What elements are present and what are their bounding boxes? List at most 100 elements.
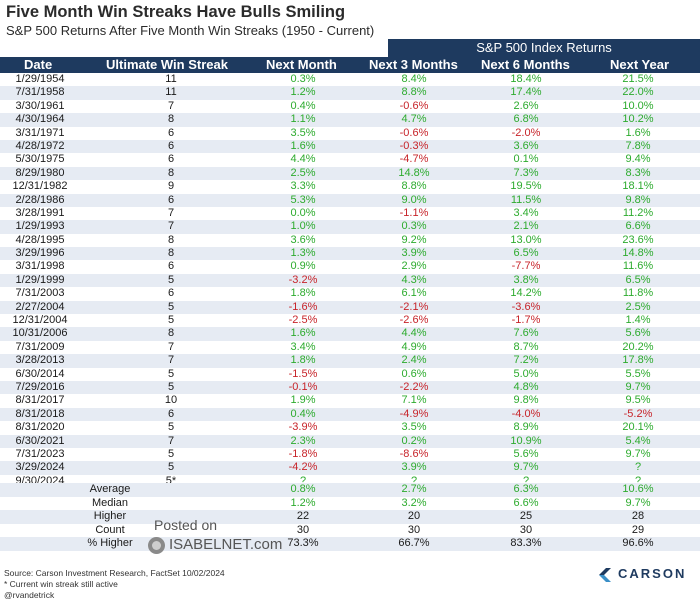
author-handle: @rvandetrick <box>4 590 55 600</box>
cell-next-month: 1.2% <box>290 86 316 99</box>
cell-date: 7/31/2023 <box>15 447 65 460</box>
cell-next-6-months: 7.3% <box>513 166 539 179</box>
watermark-site-name: ISABELNET.com <box>169 536 283 553</box>
cell-date: 3/29/1996 <box>15 247 65 260</box>
cell-next-month: 1.0% <box>290 220 316 233</box>
cell-date: 3/31/1971 <box>15 126 65 139</box>
cell-next-6-months: -4.0% <box>511 407 541 420</box>
cell-date: 7/31/1958 <box>15 86 65 99</box>
cell-date: 8/31/2020 <box>15 421 65 434</box>
cell-next-3-months: 7.1% <box>401 394 427 407</box>
cell-streak: 8 <box>167 166 175 179</box>
cell-next-6-months: 18.4% <box>510 73 542 85</box>
cell-next-month: 0.9% <box>290 260 316 273</box>
cell-next-3-months: 2.4% <box>401 354 427 367</box>
summary-next-6-months: 83.3% <box>510 537 542 550</box>
cell-next-year: 8.3% <box>625 166 651 179</box>
table-row: 8/31/2020 5 -3.9% 3.5% 8.9% 20.1% <box>0 421 700 434</box>
cell-next-year: 20.1% <box>622 421 654 434</box>
cell-next-month: 3.6% <box>290 233 316 246</box>
cell-next-month: -2.5% <box>288 314 318 327</box>
cell-streak: 10 <box>164 394 178 407</box>
cell-next-3-months: -2.1% <box>399 300 429 313</box>
cell-next-year: 21.5% <box>622 73 654 85</box>
cell-date: 4/28/1995 <box>15 233 65 246</box>
cell-next-6-months: 19.5% <box>510 180 542 193</box>
summary-row: Higher 22 20 25 28 <box>0 510 700 524</box>
cell-next-year: -5.2% <box>623 407 653 420</box>
cell-date: 7/31/2009 <box>15 340 65 353</box>
summary-row: Count 30 30 30 29 <box>0 524 700 538</box>
cell-next-year: 5.5% <box>625 367 651 380</box>
cell-date: 6/30/2014 <box>15 367 65 380</box>
summary-next-3-months: 2.7% <box>401 483 427 495</box>
cell-next-month: 0.4% <box>290 407 316 420</box>
summary-next-6-months: 6.6% <box>513 496 539 509</box>
carson-logo-icon <box>599 568 611 582</box>
cell-streak: 8 <box>167 233 175 246</box>
table-row: 3/30/1961 7 0.4% -0.6% 2.6% 10.0% <box>0 100 700 113</box>
cell-next-3-months: 4.9% <box>401 340 427 353</box>
header-next-month: Next Month <box>266 57 337 72</box>
cell-next-6-months: -2.0% <box>511 126 541 139</box>
cell-date: 4/28/1972 <box>15 139 65 152</box>
cell-next-6-months: 14.2% <box>510 287 542 300</box>
cell-next-3-months: 0.2% <box>401 434 427 447</box>
cell-next-3-months: -1.1% <box>399 206 429 219</box>
cell-next-3-months: 6.1% <box>401 287 427 300</box>
data-table-body: 1/29/1954 11 0.3% 8.4% 18.4% 21.5% 7/31/1958 11… <box>0 73 700 488</box>
summary-row: Average 0.8% 2.7% 6.3% 10.6% <box>0 483 700 497</box>
cell-next-6-months: 13.0% <box>510 233 542 246</box>
cell-next-6-months: -1.7% <box>511 314 541 327</box>
cell-next-month: 2.3% <box>290 434 316 447</box>
cell-date: 1/29/1993 <box>15 220 65 233</box>
cell-next-6-months: 3.8% <box>513 273 539 286</box>
cell-next-3-months: 9.2% <box>401 233 427 246</box>
cell-streak: 6 <box>167 260 175 273</box>
cell-next-year: 22.0% <box>622 86 654 99</box>
cell-next-year: 5.4% <box>625 434 651 447</box>
summary-next-month: 22 <box>296 510 310 523</box>
table-row: 5/30/1975 6 4.4% -4.7% 0.1% 9.4% <box>0 153 700 166</box>
table-row: 8/31/2018 6 0.4% -4.9% -4.0% -5.2% <box>0 407 700 422</box>
cell-streak: 8 <box>167 327 175 340</box>
table-row: 3/31/1998 6 0.9% 2.9% -7.7% 11.6% <box>0 260 700 273</box>
summary-next-year: 28 <box>631 510 645 523</box>
cell-next-year: 11.8% <box>622 287 654 300</box>
cell-next-year: 6.6% <box>625 220 651 233</box>
cell-next-3-months: 3.5% <box>401 421 427 434</box>
cell-date: 8/31/2017 <box>15 394 65 407</box>
cell-next-year: 9.4% <box>625 153 651 166</box>
cell-streak: 7 <box>167 220 175 233</box>
summary-row: % Higher 73.3% 66.7% 83.3% 96.6% <box>0 537 700 551</box>
summary-row: Median 1.2% 3.2% 6.6% 9.7% <box>0 497 700 511</box>
table-row: 3/31/1971 6 3.5% -0.6% -2.0% 1.6% <box>0 127 700 140</box>
cell-next-6-months: 7.2% <box>513 354 539 367</box>
table-row: 1/29/1954 11 0.3% 8.4% 18.4% 21.5% <box>0 73 700 86</box>
cell-next-month: 5.3% <box>290 193 316 206</box>
cell-next-year: 17.8% <box>622 354 654 367</box>
table-row: 12/31/1982 9 3.3% 8.8% 19.5% 18.1% <box>0 180 700 193</box>
cell-streak: 5 <box>167 314 175 327</box>
asterisk-note: * Current win streak still active <box>4 579 118 589</box>
summary-next-6-months: 25 <box>519 510 533 523</box>
cell-next-6-months: ? <box>522 474 530 487</box>
table-row: 3/29/1996 8 1.3% 3.9% 6.5% 14.8% <box>0 247 700 261</box>
table-row: 3/28/2013 7 1.8% 2.4% 7.2% 17.8% <box>0 354 700 368</box>
summary-next-6-months: 30 <box>519 523 533 536</box>
cell-next-6-months: 9.7% <box>513 461 539 474</box>
cell-streak: 8 <box>167 247 175 260</box>
summary-next-year: 10.6% <box>622 483 654 495</box>
cell-next-year: 6.5% <box>625 273 651 286</box>
cell-next-year: 14.8% <box>622 247 654 260</box>
table-row: 1/29/1999 5 -3.2% 4.3% 3.8% 6.5% <box>0 273 700 288</box>
table-row: 2/27/2004 5 -1.6% -2.1% -3.6% 2.5% <box>0 300 700 315</box>
cell-next-3-months: 8.4% <box>401 73 427 85</box>
cell-next-year: 2.5% <box>625 300 651 313</box>
header-streak: Ultimate Win Streak <box>106 57 228 72</box>
table-row: 7/31/2009 7 3.4% 4.9% 8.7% 20.2% <box>0 341 700 354</box>
cell-next-month: 4.4% <box>290 153 316 166</box>
cell-streak: 5 <box>167 273 175 286</box>
table-row: 7/29/2016 5 -0.1% -2.2% 4.8% 9.7% <box>0 380 700 395</box>
cell-streak: 5 <box>167 367 175 380</box>
